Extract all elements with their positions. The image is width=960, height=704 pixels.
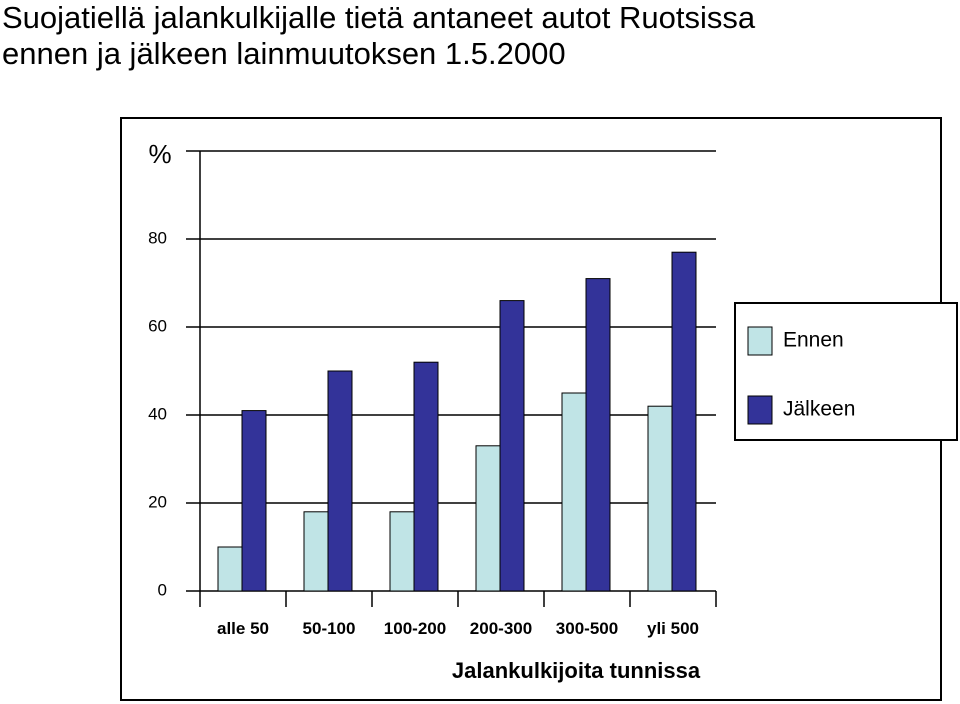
y-axis: 0 20 40 60 80 [148, 151, 201, 599]
bar-jalkeen [585, 278, 611, 592]
bar-ennen [389, 511, 415, 592]
y-tick-label: 0 [158, 580, 167, 599]
x-tick-label: 300-500 [556, 619, 618, 638]
bar-ennen [475, 445, 501, 592]
legend-frame [734, 302, 958, 441]
legend-label-jalkeen: Jälkeen [783, 398, 855, 421]
y-axis-label: % [148, 139, 171, 169]
x-axis-label: Jalankulkijoita tunnissa [452, 658, 701, 683]
legend-label-ennen: Ennen [783, 329, 844, 352]
chart-title: Suojatiellä jalankulkijalle tietä antane… [2, 0, 755, 72]
y-tick-label: 20 [148, 492, 167, 511]
bar-jalkeen [499, 300, 525, 592]
bars [217, 251, 697, 592]
x-tick-label: 200-300 [470, 619, 532, 638]
bar-ennen [217, 546, 243, 592]
x-tick-label: alle 50 [217, 619, 269, 638]
y-tick-label: 40 [148, 404, 167, 423]
legend: Ennen Jälkeen [734, 302, 958, 441]
gridlines [186, 150, 716, 592]
legend-swatch-ennen [747, 326, 773, 356]
chart-title-line-1: Suojatiellä jalankulkijalle tietä antane… [2, 0, 756, 35]
bar-ennen [303, 511, 329, 592]
x-tick-label: 100-200 [384, 619, 446, 638]
bar-ennen [561, 392, 587, 592]
legend-swatch-jalkeen [747, 395, 773, 425]
y-tick-label: 60 [148, 316, 167, 335]
x-tick-label: yli 500 [647, 619, 699, 638]
chart-title-line-2: ennen ja jälkeen lainmuutoksen 1.5.2000 [2, 36, 566, 71]
bar-jalkeen [327, 370, 353, 592]
y-tick-label: 80 [148, 228, 167, 247]
x-axis: alle 50 50-100 100-200 200-300 300-500 yli 50… [199, 591, 717, 638]
bar-jalkeen [413, 361, 439, 592]
x-tick-label: 50-100 [303, 619, 356, 638]
bar-ennen [647, 405, 673, 592]
bar-jalkeen [241, 410, 267, 592]
bar-jalkeen [671, 251, 697, 592]
